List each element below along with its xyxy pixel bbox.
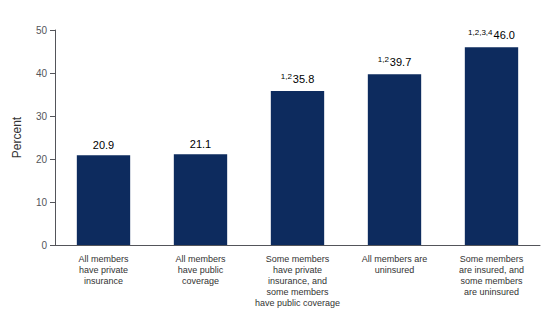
svg-text:have private: have private (79, 265, 128, 275)
svg-text:30: 30 (36, 111, 48, 122)
svg-text:insurance: insurance (84, 276, 123, 286)
svg-text:20: 20 (36, 154, 48, 165)
svg-text:40: 40 (36, 68, 48, 79)
svg-text:0: 0 (41, 240, 47, 251)
svg-text:21.1: 21.1 (190, 138, 211, 150)
svg-text:Some members: Some members (266, 254, 330, 264)
svg-text:All members: All members (78, 254, 129, 264)
svg-text:20.9: 20.9 (93, 139, 114, 151)
svg-text:are insured, and: are insured, and (459, 265, 524, 275)
svg-text:All members are: All members are (362, 254, 428, 264)
svg-text:46.0: 46.0 (494, 29, 515, 41)
svg-text:Percent: Percent (10, 116, 24, 158)
svg-text:have private: have private (273, 265, 322, 275)
svg-text:insurance, and: insurance, and (268, 276, 327, 286)
svg-text:some members: some members (266, 287, 329, 297)
svg-text:have public coverage: have public coverage (255, 298, 340, 308)
svg-text:some members: some members (460, 276, 523, 286)
svg-text:39.7: 39.7 (390, 56, 411, 68)
svg-text:have public: have public (178, 265, 224, 275)
svg-text:10: 10 (36, 197, 48, 208)
svg-text:are uninsured: are uninsured (464, 287, 519, 297)
svg-text:1,2: 1,2 (378, 55, 390, 64)
svg-text:35.8: 35.8 (293, 73, 314, 85)
svg-text:1,2: 1,2 (281, 72, 293, 81)
svg-text:All members: All members (175, 254, 226, 264)
svg-text:1,2,3,4: 1,2,3,4 (468, 28, 493, 37)
svg-text:50: 50 (36, 25, 48, 36)
svg-text:coverage: coverage (182, 276, 219, 286)
svg-text:Some members: Some members (460, 254, 524, 264)
svg-text:uninsured: uninsured (375, 265, 415, 275)
